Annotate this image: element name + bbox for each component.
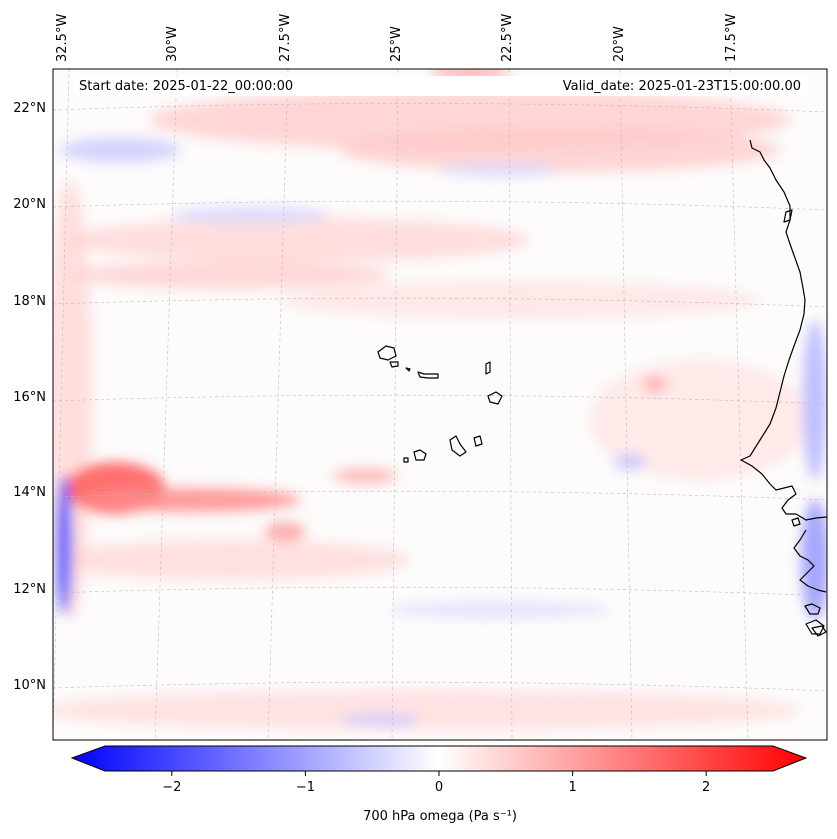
cape-verde-sal (485, 361, 491, 375)
cape-verde-maio (473, 435, 483, 447)
omega-field (53, 69, 827, 730)
omega-cell-14n-central (333, 469, 397, 483)
colorbar: −2 −1 0 1 2 700 hPa omega (Pa s⁻¹) (70, 745, 808, 824)
valid-date-label: Valid_date: 2025-01-23T15:00:00.00 (563, 79, 801, 94)
omega-band-19n (70, 218, 530, 262)
lon-label: 20°W (612, 26, 627, 62)
lat-label: 20°N (13, 197, 46, 212)
gridlines (53, 69, 827, 740)
omega-band-north-east (340, 128, 780, 172)
date-header-background (73, 76, 809, 96)
cape-verde-santiago (449, 435, 467, 457)
africa-coast-south (793, 529, 827, 593)
lat-label: 16°N (13, 390, 46, 405)
coast-islet-c (791, 517, 801, 527)
omega-blue-nw (60, 138, 180, 162)
omega-band-12n (53, 540, 410, 580)
omega-blue-coast-south (801, 500, 827, 620)
cape-verde-fogo (413, 449, 427, 461)
lat-label: 18°N (13, 294, 46, 309)
cape-verde-boa-vista (487, 391, 503, 405)
colorbar-ticks: −2 −1 0 1 2 (162, 771, 710, 795)
coast-islet-a (805, 619, 825, 635)
cape-verde-santo-antao (377, 345, 397, 361)
coast-islet-d (783, 209, 793, 223)
start-date-label: Start date: 2025-01-22_00:00:00 (79, 79, 293, 94)
coastlines (377, 139, 828, 637)
omega-blue-southwest (340, 714, 420, 726)
lat-label: 10°N (13, 678, 46, 693)
lon-label: 30°W (165, 26, 180, 62)
omega-blue-north-east (440, 162, 560, 178)
map-panel: Start date: 2025-01-22_00:00:00 Valid_da… (52, 68, 828, 741)
lon-label: 22.5°W (500, 14, 515, 62)
latitude-labels: 22°N 20°N 18°N 16°N 14°N 12°N 10°N (13, 101, 46, 693)
bissagos-islands (804, 603, 821, 615)
lat-label: 14°N (13, 485, 46, 500)
lon-label: 27.5°W (278, 14, 293, 62)
colorbar-body (70, 745, 808, 772)
cape-verde-santa-luzia (405, 367, 411, 372)
lon-label: 32.5°W (55, 14, 70, 62)
omega-band-east (590, 360, 810, 480)
colorbar-tick-label: 0 (435, 780, 443, 795)
omega-blue-east (614, 454, 646, 470)
omega-band-14n (80, 488, 300, 512)
colorbar-tick-label: 1 (568, 780, 576, 795)
colorbar-tick-label: 2 (702, 780, 710, 795)
longitude-labels: 32.5°W 30°W 27.5°W 25°W 22.5°W 20°W 17.5… (55, 14, 739, 62)
africa-coastline (740, 139, 828, 521)
omega-min-west (56, 475, 72, 615)
colorbar-tick-label: −1 (296, 780, 315, 795)
omega-blue-south (390, 602, 610, 618)
colorbar-tick-label: −2 (162, 780, 181, 795)
omega-blue-north (170, 207, 330, 223)
colorbar-label: 700 hPa omega (Pa s⁻¹) (363, 809, 517, 824)
cape-verde-sao-nicolau (417, 371, 439, 379)
omega-band-17n (280, 282, 760, 318)
cape-verde-brava (403, 457, 409, 463)
omega-cell-13n (265, 522, 305, 542)
lon-label: 25°W (389, 26, 404, 62)
omega-band-south (53, 690, 800, 730)
coast-islet-b (811, 625, 827, 637)
omega-blue-coast (803, 320, 827, 480)
omega-band-18n (70, 261, 390, 289)
omega-red-north-edge (430, 69, 510, 77)
lat-label: 22°N (13, 101, 46, 116)
omega-cell-east (643, 376, 667, 392)
lon-label: 17.5°W (724, 14, 739, 62)
map-frame (52, 68, 828, 741)
cape-verde-sao-vicente (389, 361, 399, 368)
lat-label: 12°N (13, 582, 46, 597)
